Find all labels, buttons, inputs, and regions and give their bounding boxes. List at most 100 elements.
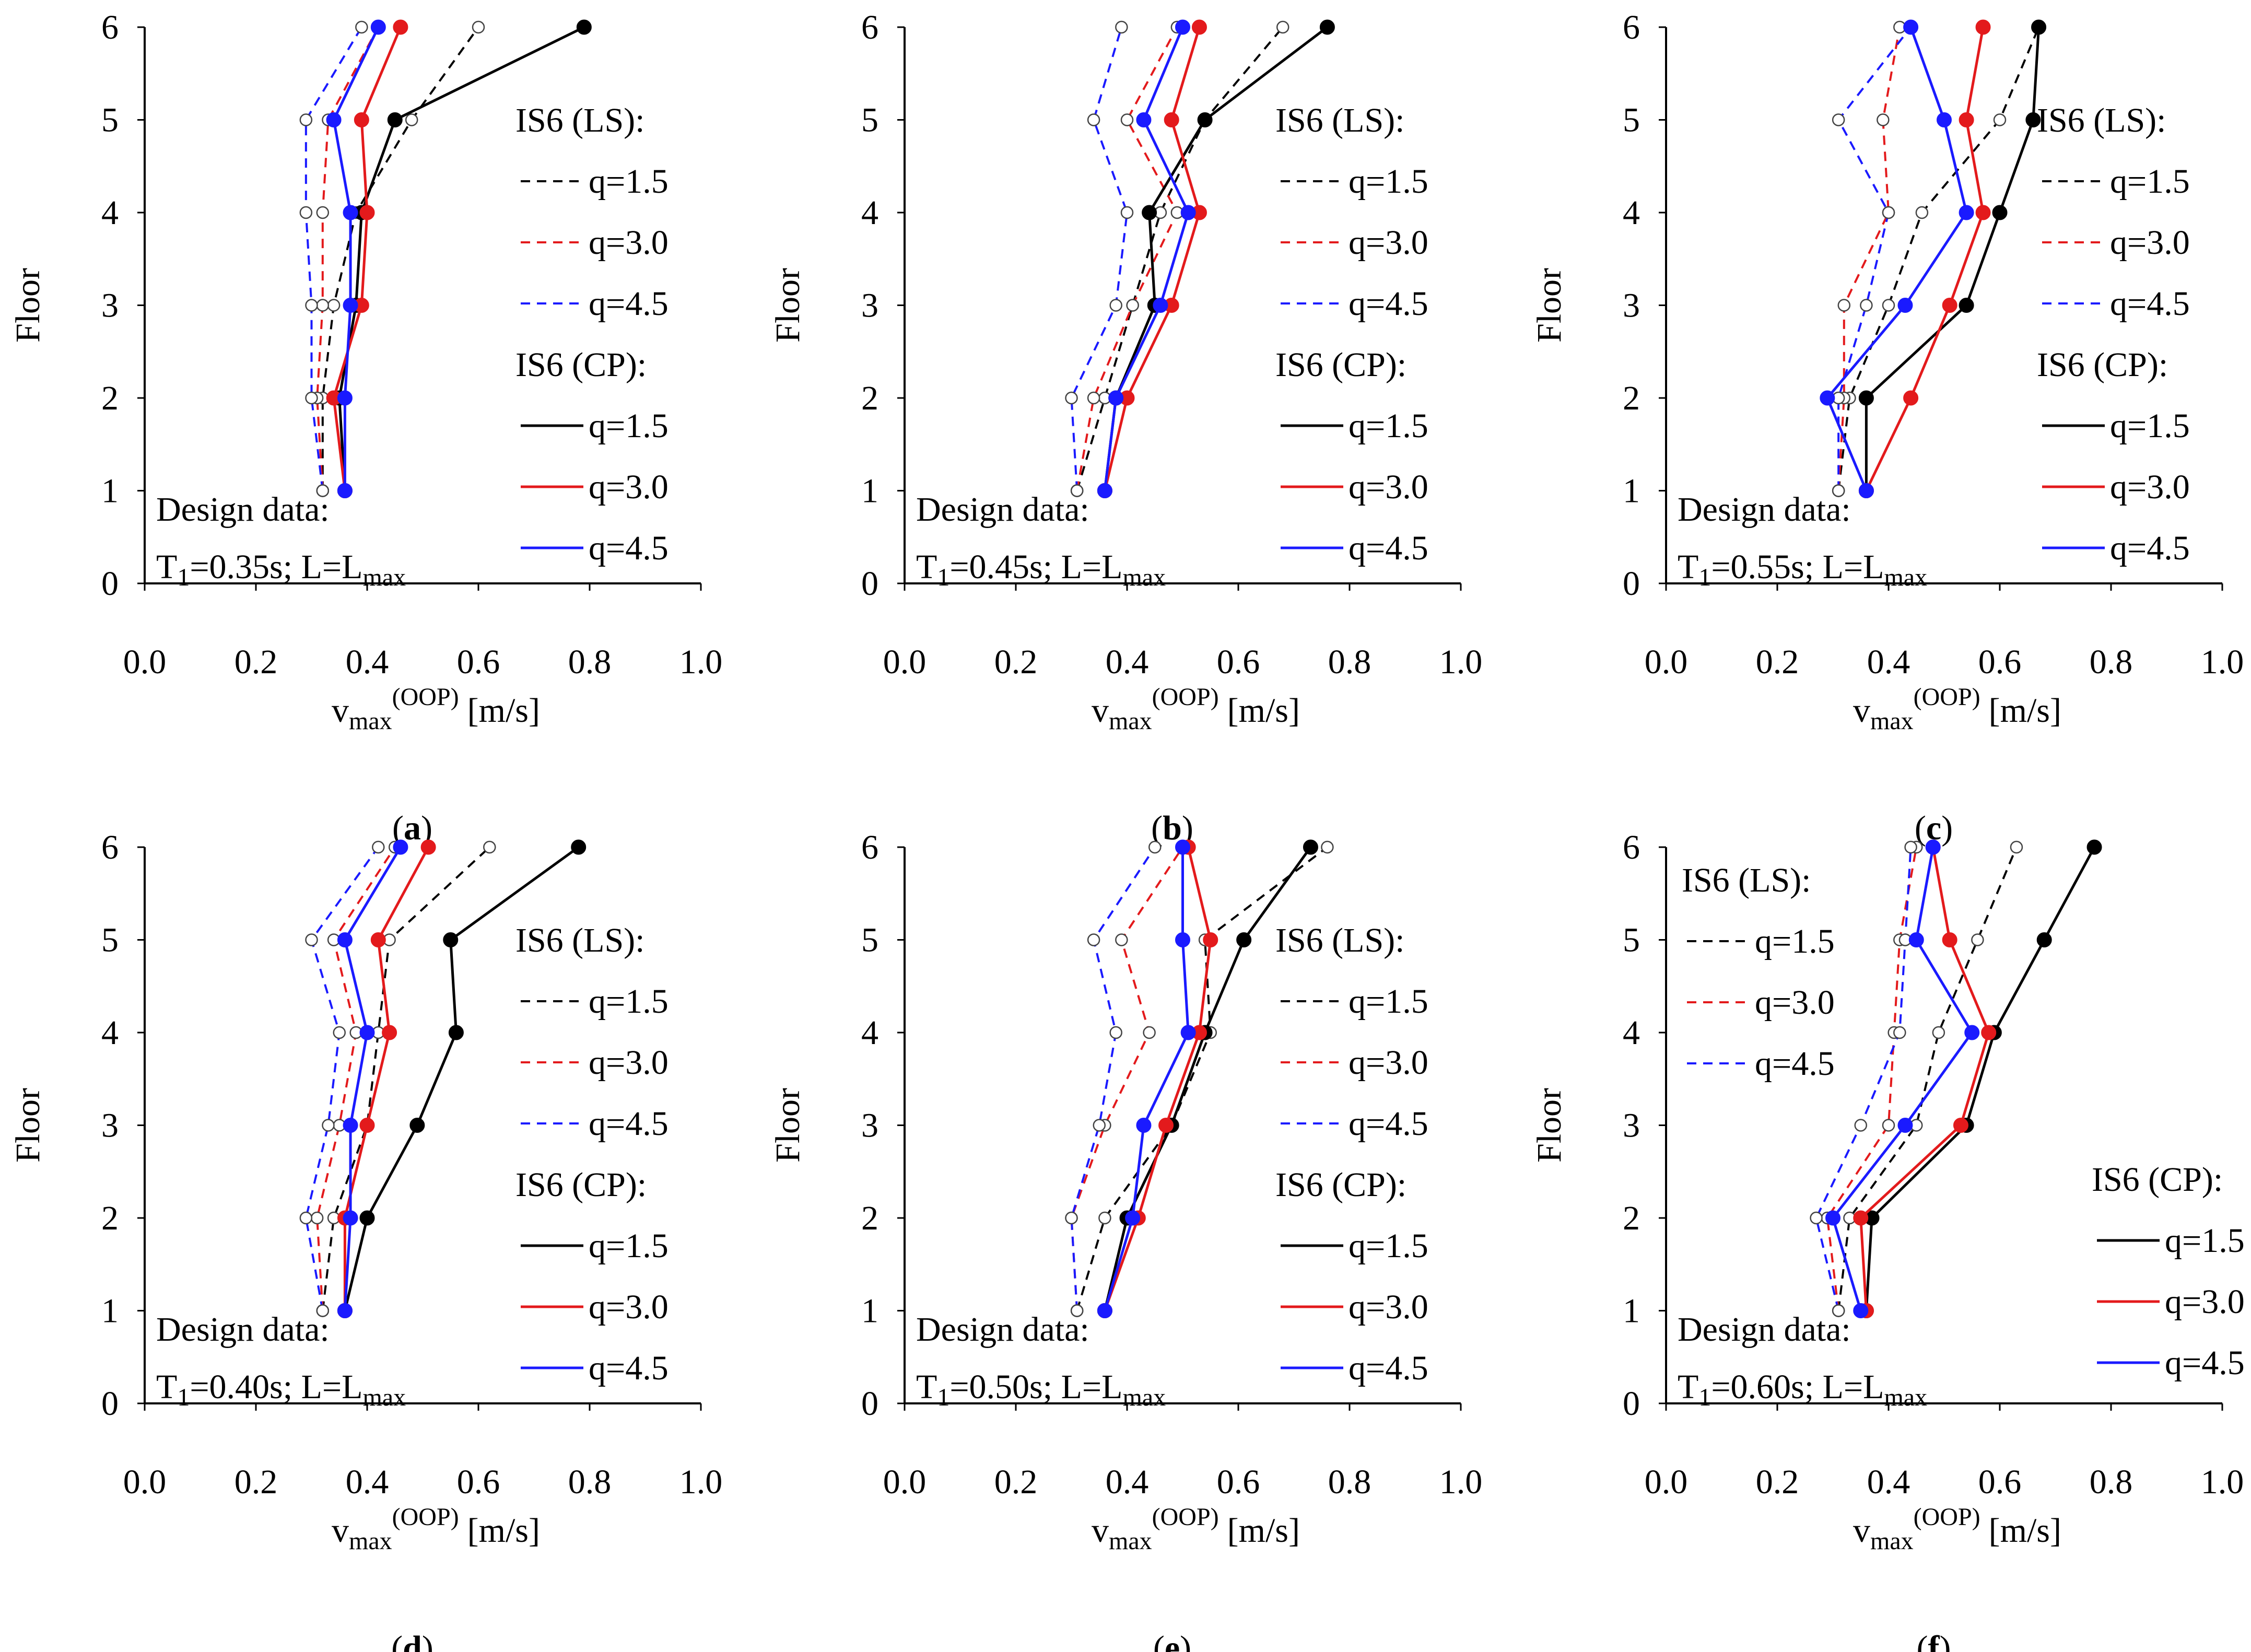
data-point: [448, 1025, 464, 1040]
y-tick-label: 5: [101, 101, 119, 139]
data-point: [409, 1118, 425, 1133]
series-line: [1103, 846, 1312, 1311]
legend-cp: IS6 (CP): q=1.5 q=3.0 q=4.5: [1275, 1166, 1428, 1387]
data-point: [1992, 205, 2008, 220]
design-data-values: T1=0.35s; L=Lmax: [156, 548, 406, 591]
data-point: [443, 932, 459, 947]
data-point: [2025, 112, 2041, 127]
data-point: [1087, 933, 1100, 946]
x-tick-label: 0.8: [568, 1463, 612, 1501]
series-line: [1837, 27, 1901, 491]
data-point: [316, 299, 330, 312]
data-point: [1837, 299, 1851, 312]
data-point: [2010, 840, 2023, 854]
data-point: [343, 298, 358, 313]
legend-entry: q=4.5: [589, 285, 669, 323]
data-point: [1908, 932, 1924, 947]
x-tick-label: 0.0: [1645, 1463, 1688, 1501]
y-tick-label: 1: [1623, 1292, 1640, 1330]
data-point: [1959, 112, 1974, 127]
series-line: [1103, 27, 1201, 491]
y-tick-label: 0: [1623, 565, 1640, 603]
y-tick-label: 0: [1623, 1385, 1640, 1423]
legend-cp: IS6 (CP): q=1.5 q=3.0 q=4.5: [515, 346, 669, 567]
y-axis-label: Floor: [9, 1088, 47, 1163]
x-tick-label: 0.2: [235, 643, 278, 681]
legend-entry: q=4.5: [1349, 1105, 1428, 1143]
series-line: [1865, 27, 1985, 491]
data-point: [1903, 19, 1919, 35]
y-tick-label: 4: [101, 194, 119, 232]
data-point: [1832, 113, 1845, 126]
design-data-title: Design data:: [916, 1310, 1089, 1349]
data-point: [1858, 390, 1874, 406]
data-point: [393, 19, 408, 35]
data-point: [387, 112, 403, 127]
data-point: [1120, 113, 1134, 126]
x-tick-label: 0.4: [1106, 643, 1149, 681]
x-tick-label: 0.2: [994, 643, 1038, 681]
legend-entry: q=3.0: [2110, 224, 2190, 262]
y-tick-label: 6: [101, 8, 119, 46]
series-line: [1070, 846, 1156, 1311]
data-point: [1942, 932, 1957, 947]
panel-label: (b): [1151, 809, 1193, 847]
data-point: [1897, 1118, 1913, 1133]
panel-e: 0 1 2 3 4 5 6 0.0 0.2 0.4 0.6 0.8 1.0 Floor vmax(OOP)[…: [769, 828, 1482, 1652]
y-tick-label: 1: [861, 472, 878, 510]
data-point: [1975, 205, 1991, 220]
series-line: [1865, 27, 2041, 491]
x-tick-label: 0.0: [123, 1463, 167, 1501]
y-tick-label: 6: [861, 828, 878, 866]
legend-entry: q=1.5: [589, 1227, 669, 1265]
design-data-values: T1=0.45s; L=Lmax: [916, 548, 1166, 591]
x-axis-label: vmax(OOP) [m/s]: [1092, 683, 1300, 735]
legend-entry: q=1.5: [1349, 162, 1428, 201]
legend-entry: q=1.5: [2110, 162, 2190, 201]
x-tick-label: 1.0: [679, 1463, 723, 1501]
legend-cp: IS6 (CP): q=1.5 q=3.0 q=4.5: [2037, 346, 2190, 567]
legend-title: IS6 (CP):: [515, 346, 647, 384]
x-tick-label: 0.4: [1867, 643, 1910, 681]
data-point: [1993, 113, 2007, 126]
data-point: [1942, 298, 1957, 313]
series-line: [1865, 846, 2096, 1311]
legend-cp: IS6 (CP): q=1.5 q=3.0 q=4.5: [515, 1166, 669, 1387]
data-point: [1115, 933, 1128, 946]
x-tick-label: 0.2: [1756, 643, 1799, 681]
legend-entry: q=4.5: [2110, 285, 2190, 323]
data-point: [1932, 1026, 1945, 1039]
y-tick-label: 4: [1623, 194, 1640, 232]
x-axis-label: vmax(OOP) [m/s]: [332, 683, 540, 735]
series-line: [1070, 27, 1128, 491]
legend-ls: IS6 (LS): q=1.5 q=3.0 q=4.5: [515, 101, 669, 323]
y-tick-label: 4: [101, 1014, 119, 1052]
y-tick-label: 6: [861, 8, 878, 46]
data-point: [1175, 19, 1190, 35]
x-tick-label: 1.0: [1439, 1463, 1483, 1501]
data-point: [1197, 112, 1213, 127]
x-tick-label: 0.4: [346, 643, 389, 681]
legend-entry: q=4.5: [589, 1349, 669, 1387]
data-point: [1070, 484, 1084, 497]
legend-entry: q=3.0: [1349, 468, 1428, 506]
data-point: [359, 1025, 375, 1040]
y-tick-label: 0: [101, 1385, 119, 1423]
data-point: [1175, 932, 1190, 947]
legend-title: IS6 (LS):: [1275, 101, 1405, 139]
y-tick-label: 2: [101, 1199, 119, 1237]
series-line: [1826, 27, 1968, 491]
legend-cp: IS6 (CP): q=1.5 q=3.0 q=4.5: [1275, 346, 1428, 567]
series-line: [332, 27, 402, 491]
series-line: [1832, 847, 1974, 1311]
x-tick-label: 0.4: [1867, 1463, 1910, 1501]
data-point: [1143, 1026, 1156, 1039]
series-line: [1070, 846, 1184, 1311]
y-tick-label: 6: [1623, 828, 1640, 866]
series-line: [1104, 847, 1212, 1311]
panel-label: (a): [392, 809, 432, 847]
series-line: [343, 846, 402, 1311]
data-point: [1882, 299, 1895, 312]
design-data-values: T1=0.60s; L=Lmax: [1678, 1368, 1927, 1411]
data-point: [472, 20, 485, 34]
